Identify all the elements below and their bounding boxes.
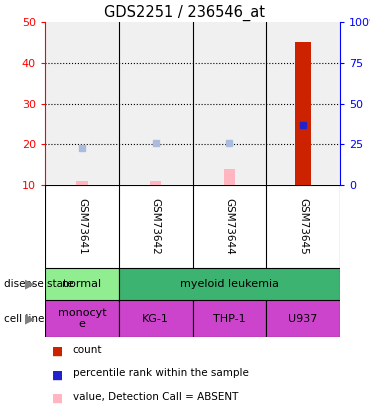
Text: GSM73645: GSM73645 xyxy=(298,198,308,255)
Bar xyxy=(224,169,235,185)
Bar xyxy=(150,181,161,185)
Bar xyxy=(119,300,192,337)
Bar xyxy=(192,300,266,337)
Text: ■: ■ xyxy=(53,345,64,358)
Text: ■: ■ xyxy=(53,369,64,382)
Text: GSM73644: GSM73644 xyxy=(224,198,234,255)
Text: disease state: disease state xyxy=(4,279,73,289)
Text: GSM73641: GSM73641 xyxy=(77,198,87,255)
Bar xyxy=(295,43,311,185)
Text: U937: U937 xyxy=(289,313,318,324)
Bar xyxy=(119,268,340,300)
Text: ▶: ▶ xyxy=(26,312,35,325)
Text: monocyt
e: monocyt e xyxy=(58,308,106,329)
Text: normal: normal xyxy=(62,279,101,289)
Text: KG-1: KG-1 xyxy=(142,313,169,324)
Text: percentile rank within the sample: percentile rank within the sample xyxy=(73,369,249,379)
Text: THP-1: THP-1 xyxy=(213,313,246,324)
Text: cell line: cell line xyxy=(4,313,44,324)
Text: myeloid leukemia: myeloid leukemia xyxy=(180,279,279,289)
Text: ▶: ▶ xyxy=(26,277,35,290)
Text: count: count xyxy=(73,345,102,355)
Bar xyxy=(76,181,88,185)
Text: value, Detection Call = ABSENT: value, Detection Call = ABSENT xyxy=(73,392,238,402)
Bar xyxy=(266,300,340,337)
Bar xyxy=(45,300,119,337)
Text: ■: ■ xyxy=(53,392,64,405)
Text: GSM73642: GSM73642 xyxy=(151,198,161,255)
Bar xyxy=(45,268,119,300)
Text: GDS2251 / 236546_at: GDS2251 / 236546_at xyxy=(104,5,266,21)
